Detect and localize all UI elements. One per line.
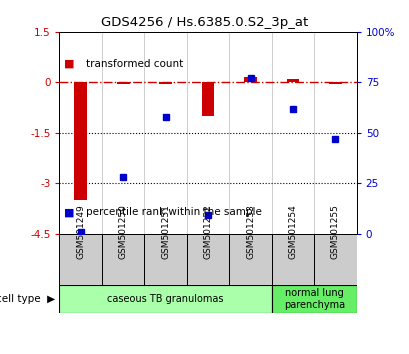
Bar bbox=[117, 82, 129, 84]
Bar bbox=[59, 285, 271, 313]
Text: ■: ■ bbox=[63, 207, 74, 217]
Text: GSM501249: GSM501249 bbox=[76, 205, 85, 259]
Bar bbox=[313, 234, 356, 285]
Text: normal lung
parenchyma: normal lung parenchyma bbox=[283, 288, 344, 310]
Text: caseous TB granulomas: caseous TB granulomas bbox=[107, 294, 223, 304]
Text: GSM501252: GSM501252 bbox=[203, 205, 212, 259]
Bar bbox=[229, 234, 271, 285]
Bar bbox=[244, 77, 256, 82]
Bar bbox=[286, 79, 299, 82]
Text: GSM501253: GSM501253 bbox=[245, 204, 254, 259]
Bar bbox=[187, 234, 229, 285]
Bar bbox=[74, 82, 87, 200]
Bar bbox=[201, 82, 214, 116]
Bar bbox=[102, 234, 144, 285]
Bar bbox=[328, 82, 341, 84]
Text: transformed count: transformed count bbox=[86, 59, 183, 69]
Text: GSM501250: GSM501250 bbox=[118, 204, 127, 259]
Text: GSM501251: GSM501251 bbox=[161, 204, 170, 259]
Bar bbox=[59, 234, 102, 285]
Text: ■: ■ bbox=[63, 59, 74, 69]
Bar bbox=[271, 285, 356, 313]
Text: GDS4256 / Hs.6385.0.S2_3p_at: GDS4256 / Hs.6385.0.S2_3p_at bbox=[101, 16, 308, 29]
Bar bbox=[144, 234, 187, 285]
Bar bbox=[271, 234, 313, 285]
Text: GSM501254: GSM501254 bbox=[288, 205, 297, 259]
Text: percentile rank within the sample: percentile rank within the sample bbox=[86, 207, 261, 217]
Text: GSM501255: GSM501255 bbox=[330, 204, 339, 259]
Bar bbox=[159, 82, 171, 84]
Text: cell type  ▶: cell type ▶ bbox=[0, 294, 55, 304]
